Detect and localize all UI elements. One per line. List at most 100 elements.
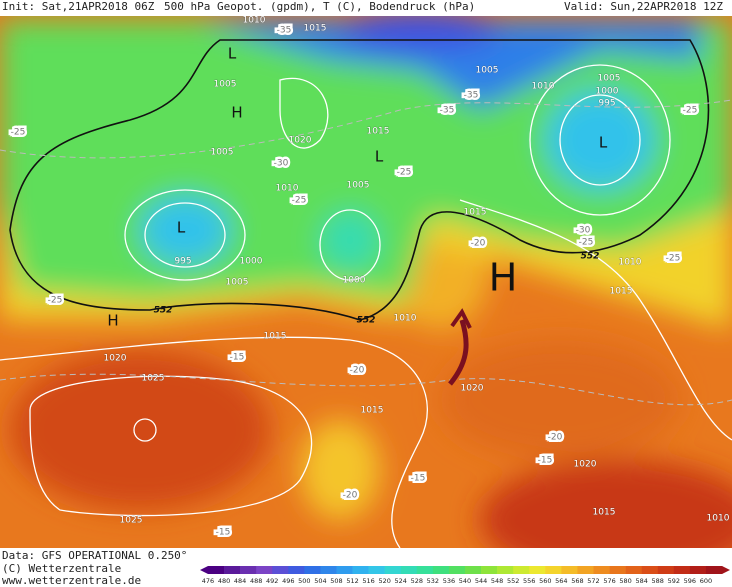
pressure-labels: 1010 1015 1005 1020 1005 1015 1010 1005 … — [103, 16, 730, 526]
temperature-label: -20 — [343, 491, 358, 501]
pressure-label: 1005 — [214, 80, 237, 90]
colorbar-tick-label: 560 — [539, 577, 551, 585]
low-marker: L — [599, 134, 608, 152]
colorbar-tick-label: 544 — [475, 577, 487, 585]
colorbar-cell — [497, 566, 514, 574]
low-marker: L — [375, 148, 384, 166]
colorbar-cell — [272, 566, 289, 574]
colorbar-tick-label: 548 — [491, 577, 503, 585]
pressure-label: 1015 — [367, 127, 390, 137]
pressure-label: 1015 — [264, 332, 287, 342]
pressure-label: 1020 — [461, 384, 484, 394]
temperature-label: -25 — [48, 296, 63, 306]
colorbar-cell — [705, 566, 723, 574]
colorbar-tick-label: 520 — [378, 577, 390, 585]
pressure-label: 1020 — [104, 354, 127, 364]
pressure-label: 1005 — [476, 66, 499, 76]
temperature-label: -20 — [471, 239, 486, 249]
temperature-label: -35 — [277, 26, 292, 36]
colorbar-cell — [240, 566, 257, 574]
temperature-label: -20 — [350, 366, 365, 376]
pressure-label: 995 — [598, 99, 615, 109]
pressure-label: 1015 — [304, 24, 327, 34]
colorbar-cell — [416, 566, 434, 574]
colorbar-cell — [384, 566, 402, 574]
temperature-label: -15 — [538, 456, 553, 466]
colorbar-cell — [545, 566, 562, 574]
colorbar-cell — [577, 566, 594, 574]
high-marker: H — [489, 256, 518, 300]
pressure-label: 995 — [174, 257, 191, 267]
pressure-label: 1020 — [289, 136, 312, 146]
colorbar-tick-label: 512 — [346, 577, 358, 585]
temperature-label: -15 — [230, 353, 245, 363]
colorbar-tick-label: 584 — [635, 577, 647, 585]
colorbar-cell — [465, 566, 482, 574]
colorbar-tick-label: 556 — [523, 577, 535, 585]
colorbar-cell — [208, 566, 225, 574]
pressure-label: 1005 — [211, 148, 234, 158]
pressure-label: 1005 — [226, 278, 249, 288]
height-label: 552 — [154, 306, 173, 316]
colorbar-tick-label: 524 — [395, 577, 407, 585]
temperature-label: -35 — [464, 91, 479, 101]
pressure-label: 1010 — [276, 184, 299, 194]
pressure-label: 1000 — [596, 87, 619, 97]
colorbar-tick-label: 480 — [218, 577, 230, 585]
colorbar-tick-label: 588 — [652, 577, 664, 585]
colorbar-cell — [256, 566, 273, 574]
pressure-label: 1015 — [361, 406, 384, 416]
colorbar-cell — [368, 566, 385, 574]
colorbar-tick-label: 540 — [459, 577, 471, 585]
temperature-label: -25 — [11, 128, 26, 138]
footer-url: www.wetterzentrale.de — [2, 574, 141, 587]
colorbar-tick-label: 492 — [266, 577, 278, 585]
pressure-label: 1010 — [619, 258, 642, 268]
pressure-label: 1010 — [707, 514, 730, 524]
colorbar-cell — [657, 566, 675, 574]
colorbar-cell — [432, 566, 450, 574]
colorbar-tick-label: 488 — [250, 577, 262, 585]
colorbar-cell — [304, 566, 321, 574]
colorbar-tick-label: 564 — [555, 577, 567, 585]
pressure-label: 1010 — [394, 314, 417, 324]
colorbar-tick-label: 476 — [202, 577, 214, 585]
valid-time: Valid: Sun,22APR2018 12Z — [564, 0, 723, 13]
colorbar-tick-label: 580 — [619, 577, 631, 585]
temperature-label: -15 — [411, 474, 426, 484]
colorbar-tick-label: 552 — [507, 577, 519, 585]
pressure-label: 1010 — [243, 16, 266, 26]
colorbar-end — [200, 566, 208, 574]
pressure-label: 1025 — [142, 374, 165, 384]
colorbar-tick-label: 504 — [314, 577, 326, 585]
colorbar-tick-label: 532 — [427, 577, 439, 585]
colorbar-tick-label: 572 — [587, 577, 599, 585]
colorbar-tick-label: 516 — [362, 577, 374, 585]
high-marker: H — [231, 104, 242, 122]
colorbar-tick-label: 596 — [684, 577, 696, 585]
pressure-label: 1025 — [120, 516, 143, 526]
temperature-label: -35 — [440, 106, 455, 116]
colorbar-cell — [593, 566, 610, 574]
temperature-label: -15 — [216, 528, 231, 538]
colorbar-tick-label: 568 — [571, 577, 583, 585]
flow-arrow — [448, 319, 469, 386]
low-marker: L — [228, 45, 237, 63]
colorbar-cell — [224, 566, 241, 574]
colorbar-tick-label: 500 — [298, 577, 310, 585]
colorbar: 476 480 484 488 492 496 500 504 508 512 516 520 524 5… — [200, 566, 730, 585]
init-time: Init: Sat,21APR2018 06Z — [2, 0, 155, 13]
footer-data: Data: GFS OPERATIONAL 0.250° — [2, 549, 187, 562]
colorbar-tick-label: 496 — [282, 577, 294, 585]
flow-arrow-head — [450, 308, 472, 329]
colorbar-tick-label: 508 — [330, 577, 342, 585]
pressure-label: 1015 — [610, 287, 633, 297]
temperature-labels: -35 -35 -35 -25 -25 -30 -25 -25 -30 -25 … — [8, 23, 700, 540]
colorbar-cell — [288, 566, 305, 574]
colorbar-end — [722, 566, 730, 574]
colorbar-tick-label: 484 — [234, 577, 246, 585]
colorbar-tick-label: 528 — [411, 577, 423, 585]
temperature-label: -25 — [666, 254, 681, 264]
colorbar-cell — [673, 566, 691, 574]
